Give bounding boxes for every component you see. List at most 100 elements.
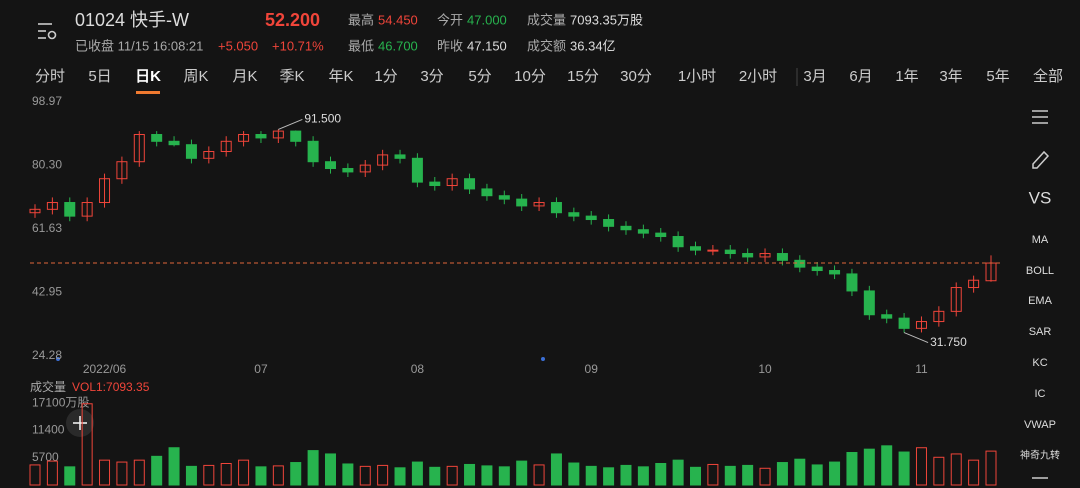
- tab[interactable]: 10分: [514, 68, 546, 85]
- volume-bar: [707, 463, 719, 486]
- tab[interactable]: 月K: [232, 68, 257, 85]
- menu-icon[interactable]: [1032, 110, 1048, 124]
- stat-value: 47.000: [467, 12, 507, 27]
- volume-bar: [342, 463, 354, 486]
- x-tick-label: 10: [758, 362, 772, 376]
- volume-bar: [655, 463, 667, 486]
- candle-body: [324, 161, 336, 170]
- candle-body: [811, 266, 823, 272]
- tab[interactable]: 季K: [279, 68, 304, 85]
- volume-bar: [968, 459, 980, 486]
- tab[interactable]: 年K: [328, 68, 353, 85]
- candle-body: [168, 140, 180, 146]
- stat-value: 46.700: [378, 38, 418, 53]
- volume-label: VOL1:7093.35: [72, 380, 150, 394]
- stat-label: 成交额: [527, 38, 566, 53]
- volume-bar: [394, 467, 406, 486]
- indicator-button[interactable]: MA: [1032, 234, 1049, 246]
- volume-bar: [672, 459, 684, 486]
- tab[interactable]: 分时: [35, 68, 65, 85]
- candle-body: [620, 225, 632, 231]
- indicator-button[interactable]: SAR: [1029, 326, 1052, 338]
- candle-body: [533, 202, 545, 207]
- volume-bar: [220, 463, 232, 486]
- stat-label: 昨收: [437, 38, 463, 53]
- indicator-button[interactable]: BOLL: [1026, 265, 1054, 277]
- stat-label: 最低: [348, 38, 374, 53]
- tab[interactable]: 1小时: [678, 68, 716, 85]
- draw-icon[interactable]: [1032, 150, 1050, 169]
- candle-body: [185, 144, 197, 159]
- stat-label: 成交量: [527, 12, 566, 27]
- tab[interactable]: 5日: [88, 68, 111, 85]
- y-tick-label: 11400: [32, 423, 65, 437]
- volume-bar: [203, 464, 215, 486]
- vs-button[interactable]: VS: [1029, 188, 1052, 207]
- change-pct: +10.71%: [272, 38, 324, 53]
- candle-body: [846, 273, 858, 292]
- tab[interactable]: 周K: [183, 68, 208, 85]
- tab[interactable]: 6月: [849, 68, 872, 85]
- volume-bar: [185, 465, 197, 486]
- candle-body: [307, 140, 319, 163]
- marker-dot: [56, 357, 60, 361]
- volume-bar: [272, 465, 284, 486]
- volume-bar: [533, 464, 545, 486]
- volume-bar: [759, 467, 771, 486]
- tab[interactable]: 1分: [374, 68, 397, 85]
- indicator-button[interactable]: EMA: [1028, 295, 1053, 307]
- y-tick-label: 98.97: [32, 94, 62, 108]
- icon-circle: [47, 30, 57, 40]
- volume-bar: [133, 459, 145, 486]
- candle-body: [759, 253, 771, 258]
- candle-body: [429, 181, 441, 187]
- candle-body: [411, 157, 423, 183]
- indicator-button[interactable]: IC: [1035, 388, 1046, 400]
- tab[interactable]: 日K: [135, 68, 161, 85]
- candle-body: [933, 310, 945, 323]
- indicator-button[interactable]: VWAP: [1024, 419, 1056, 431]
- tab[interactable]: 5年: [986, 68, 1009, 85]
- tab[interactable]: 5分: [468, 68, 491, 85]
- tab[interactable]: 3分: [420, 68, 443, 85]
- tab[interactable]: 2小时: [739, 68, 777, 85]
- candle-body: [46, 202, 58, 210]
- x-tick-label: 2022/06: [83, 362, 127, 376]
- annotation-label: 31.750: [930, 335, 967, 349]
- x-tick-label: 07: [254, 362, 268, 376]
- volume-bar: [168, 447, 180, 486]
- volume-bar: [881, 445, 893, 486]
- volume-bar: [429, 466, 441, 486]
- candle-body: [203, 151, 215, 159]
- volume-bar: [846, 452, 858, 486]
- volume-bar: [637, 466, 649, 486]
- indicator-button[interactable]: 神奇九转: [1020, 449, 1060, 462]
- tab[interactable]: 1年: [895, 68, 918, 85]
- volume-bar: [464, 463, 476, 486]
- candle-body: [255, 134, 267, 139]
- add-button[interactable]: [66, 409, 94, 437]
- stat-label: 最高: [348, 12, 374, 27]
- tab[interactable]: 15分: [567, 68, 599, 85]
- candle-body: [498, 195, 510, 200]
- indicator-button[interactable]: KC: [1032, 357, 1047, 369]
- tab[interactable]: 3月: [803, 68, 826, 85]
- back-button[interactable]: [38, 23, 57, 40]
- candle-body: [272, 130, 284, 139]
- candle-body: [603, 219, 615, 227]
- volume-bar: [915, 447, 927, 486]
- tab[interactable]: 全部: [1033, 67, 1063, 85]
- candle-body: [742, 253, 754, 258]
- candle-body: [359, 164, 371, 173]
- volume-bar: [742, 464, 754, 486]
- tab[interactable]: 30分: [620, 68, 652, 85]
- stat-value: 7093.35万股: [570, 12, 643, 27]
- volume-bar: [324, 453, 336, 486]
- candle-body: [776, 253, 788, 261]
- volume-bar: [620, 464, 632, 486]
- candle-body: [707, 249, 719, 252]
- tab[interactable]: 3年: [939, 68, 962, 85]
- volume-bar: [29, 464, 41, 486]
- y-tick-label: 42.95: [32, 285, 62, 299]
